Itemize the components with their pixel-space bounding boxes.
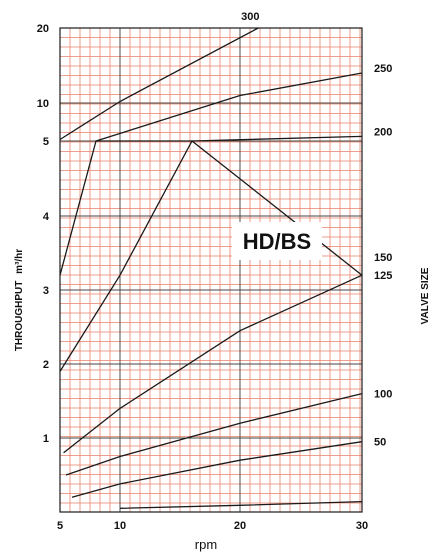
- y-tick-label: 20: [37, 23, 49, 35]
- x-tick-label: 5: [57, 520, 63, 532]
- chart-title: HD/BS: [243, 229, 311, 254]
- series-line-unlabeled: [119, 500, 363, 509]
- title-box: [232, 222, 322, 260]
- valve-size-label: 100: [374, 389, 392, 401]
- valve-size-label: 50: [374, 437, 386, 449]
- series-line-200: [59, 135, 363, 276]
- y-tick-label: 2: [43, 359, 49, 371]
- series-line-100: [65, 392, 363, 476]
- plot-frame: [59, 27, 363, 513]
- plot-background: [60, 28, 362, 512]
- x-axis-label: rpm: [195, 537, 217, 552]
- valve-size-label: 300: [241, 11, 259, 23]
- x-tick-label: 30: [356, 520, 368, 532]
- y-tick-label: 3: [43, 285, 49, 297]
- x-tick-labels: 5 10 20 30: [57, 520, 368, 532]
- y-axis-label-unit: m³/hr: [14, 249, 25, 274]
- series-line-125: [63, 274, 363, 454]
- right-axis-label: VALVE SIZE: [420, 267, 431, 324]
- x-tick-label: 10: [114, 520, 126, 532]
- y-tick-label: 10: [37, 98, 49, 110]
- grid: [59, 27, 362, 512]
- valve-size-labels: 300 250 200 150 125 100 50: [241, 11, 392, 449]
- y-tick-label: 5: [43, 136, 49, 148]
- valve-size-label: 250: [374, 63, 392, 75]
- y-axis-label-main: THROUGHPUT: [14, 281, 25, 352]
- y-tick-labels: 1 2 3 4 5 10 20: [37, 23, 50, 445]
- valve-size-label: 125: [374, 270, 392, 282]
- valve-size-label: 150: [374, 252, 392, 264]
- y-tick-label: 4: [43, 211, 50, 223]
- series-line-50: [71, 441, 363, 498]
- series-line-250: [95, 72, 363, 142]
- y-tick-label: 1: [43, 433, 49, 445]
- y-axis-label: THROUGHPUT m³/hr: [14, 249, 25, 351]
- series-line-300: [59, 27, 259, 141]
- series-line-150: [59, 140, 363, 372]
- series-lines: [59, 27, 363, 509]
- x-tick-label: 20: [234, 520, 246, 532]
- valve-size-label: 200: [374, 126, 392, 138]
